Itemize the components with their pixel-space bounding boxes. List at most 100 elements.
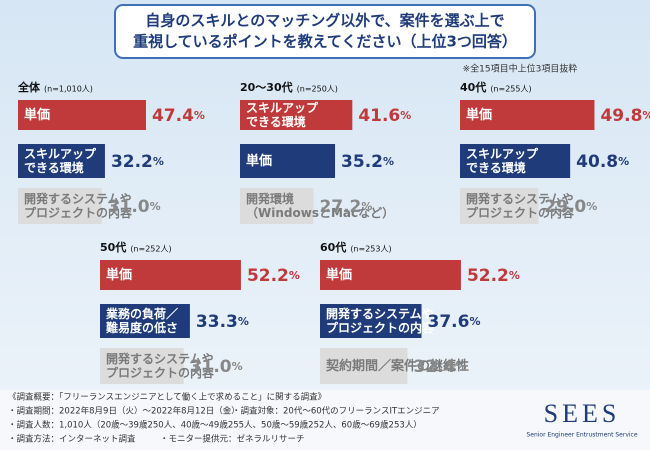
value-label: 41.6% (358, 106, 411, 126)
value-unit: % (455, 360, 466, 373)
footer-text: ・調査対象：20代～60代のフリーランスITエンジニア (232, 406, 440, 417)
bar-label-line: スキルアップ (466, 146, 539, 161)
value-number: 32.2 (111, 152, 153, 172)
bar-label: スキルアップできる環境 (246, 100, 319, 129)
bar (18, 144, 105, 178)
value-unit: % (150, 200, 161, 213)
bar (100, 304, 190, 338)
value-unit: % (361, 200, 372, 213)
bar (18, 188, 102, 224)
value-unit: % (618, 155, 629, 168)
value-unit: % (642, 109, 650, 122)
value-label: 31.0% (190, 357, 243, 377)
bar-label-line: 開発環境 (246, 191, 294, 206)
footer-text: 《調査概要：「フリーランスエンジニアとして働く上で求めること」に関する調査》 (8, 392, 326, 403)
bar-label-line: 契約期間／案件の継続性 (325, 358, 469, 374)
value-number: 33.3 (196, 312, 238, 332)
bar-label: スキルアップできる環境 (24, 146, 97, 175)
value-number: 35.2 (341, 152, 383, 172)
value-number: 29.0 (544, 197, 586, 217)
value-label: 32.2% (111, 152, 164, 172)
bar-label-line: プロジェクトの内容 (24, 205, 132, 220)
bar-label: 単価 (466, 107, 492, 123)
bar-label-line: スキルアップ (246, 100, 319, 115)
value-label: 33.3% (196, 312, 249, 332)
bar-label-line: 難易度の低さ (106, 320, 178, 335)
logo: SEES (544, 399, 621, 428)
value-unit: % (238, 315, 249, 328)
footer-text: ・モニター提供元：ゼネラルリサーチ (160, 434, 305, 445)
bar (18, 100, 146, 130)
value-label: 52.2% (247, 266, 300, 286)
bar-label-line: 単価 (246, 153, 272, 169)
footer-text: ・調査期間：2022年8月9日（火）～2022年8月12日（金） (8, 406, 240, 417)
value-number: 47.4 (152, 106, 194, 126)
bar-label: 開発するシステムやプロジェクトの内容 (24, 191, 132, 220)
bar-label: 単価 (24, 107, 50, 123)
bar (100, 348, 184, 384)
bar-label-line: できる環境 (24, 160, 84, 175)
value-unit: % (586, 200, 597, 213)
value-label: 49.8% (600, 106, 650, 126)
bar-label-line: 業務の負荷／ (105, 306, 178, 321)
bar (240, 144, 336, 178)
header-title: 自身のスキルとのマッチング以外で、案件を選ぶ上で (145, 12, 504, 30)
bar-label-line: 開発するシステムや (106, 351, 214, 366)
value-number: 52.2 (467, 266, 509, 286)
value-number: 52.2 (247, 266, 289, 286)
value-unit: % (194, 109, 205, 122)
bar-label-line: 単価 (326, 267, 352, 283)
bar-label: 開発するシステムやプロジェクトの内容 (106, 351, 214, 380)
panel-title: 60代 (320, 240, 346, 254)
value-number: 32.4 (413, 357, 455, 377)
footer-background (0, 390, 650, 450)
value-label: 27.2% (319, 197, 372, 217)
value-label: 52.2% (467, 266, 520, 286)
value-label: 31.0% (108, 197, 161, 217)
panel-title: 20～30代 (240, 80, 293, 94)
value-unit: % (289, 269, 300, 282)
bar-label-line: （WindowsとMacなど） (246, 205, 394, 220)
value-label: 40.8% (576, 152, 629, 172)
bar-label-line: スキルアップ (24, 146, 97, 161)
value-unit: % (232, 360, 243, 373)
bar-label: 単価 (326, 267, 352, 283)
value-number: 31.0 (108, 197, 150, 217)
bar-label: 単価 (106, 267, 132, 283)
header-box (114, 4, 536, 59)
panel-title: 全体 (17, 80, 41, 94)
footer-text: ・調査人数：1,010人（20歳～39歳250人、40歳～49歳255人、50歳… (8, 420, 422, 431)
bar (460, 100, 595, 130)
bar-label-line: できる環境 (466, 160, 526, 175)
bar-label-line: プロジェクトの内容 (466, 205, 574, 220)
bar-label-line: できる環境 (246, 114, 306, 129)
bar-label: 契約期間／案件の継続性 (325, 358, 469, 374)
bar (320, 260, 461, 290)
panel-subtitle: (n=252人) (130, 245, 171, 254)
footer-text: ・調査方法：インターネット調査 (8, 434, 136, 445)
bar-label-line: プロジェクトの内容 (326, 320, 434, 335)
value-number: 31.0 (190, 357, 232, 377)
note: ※全15項目中上位3項目抜粋 (463, 63, 578, 75)
bar (100, 260, 241, 290)
bar-label: 単価 (246, 153, 272, 169)
panel-title: 50代 (100, 240, 126, 254)
bar-label: 業務の負荷／難易度の低さ (105, 306, 178, 335)
bar-label-line: 開発するシステムや (24, 191, 132, 206)
bar-label: 開発するシステムやプロジェクトの内容 (326, 306, 434, 335)
panel-subtitle: (n=250人) (297, 85, 338, 94)
value-number: 49.8 (600, 106, 642, 126)
value-unit: % (509, 269, 520, 282)
value-label: 32.4% (413, 357, 466, 377)
bar-label-line: 単価 (106, 267, 132, 283)
value-label: 35.2% (341, 152, 394, 172)
bar-label-line: 開発するシステムや (466, 191, 574, 206)
bar (240, 188, 314, 224)
panel-title: 40代 (460, 80, 486, 94)
value-number: 27.2 (319, 197, 361, 217)
value-number: 41.6 (358, 106, 400, 126)
panel-subtitle: (n=1,010人) (44, 85, 93, 94)
value-number: 37.6 (428, 312, 470, 332)
value-unit: % (383, 155, 394, 168)
bar (320, 304, 422, 338)
